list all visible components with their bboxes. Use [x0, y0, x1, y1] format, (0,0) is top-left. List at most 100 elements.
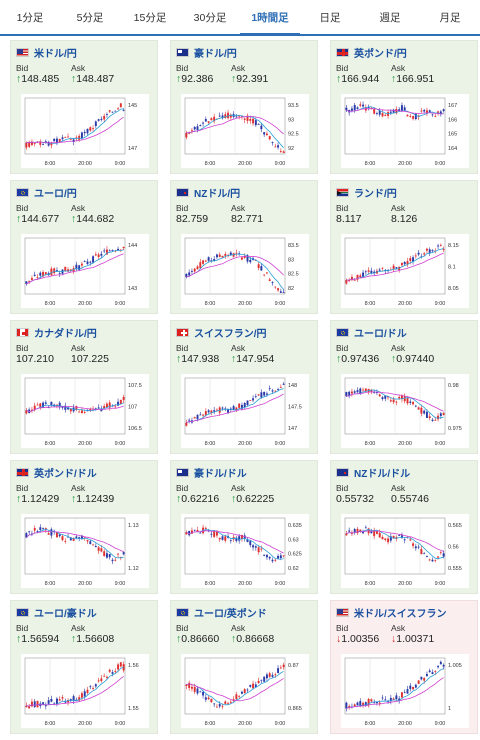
candle	[268, 673, 271, 677]
rate-card[interactable]: 豪ドル/円 Bid Ask ↑92.386 ↑92.391 93.5 93 92.5 92 8:0…	[170, 40, 318, 174]
rate-card[interactable]: 豪ドル/ドル Bid Ask ↑0.62216 ↑0.62225 0.635 0.63 0.6…	[170, 460, 318, 594]
y-tick-label: 165	[448, 132, 457, 138]
tab-7[interactable]: 月足	[439, 12, 461, 24]
rate-card[interactable]: 英ポンド/ドル Bid Ask ↑1.12429 ↑1.12439 1.13 1.12 8:0…	[10, 460, 158, 594]
pair-name[interactable]: ユーロ/豪ドル	[34, 608, 97, 620]
pair-name[interactable]: 英ポンド/円	[354, 48, 407, 60]
rate-card[interactable]: 米ドル/円 Bid Ask ↑148.485 ↑148.487 145 147 8:00 20:…	[10, 40, 158, 174]
tab-1[interactable]: 5分足	[76, 12, 104, 24]
candle	[249, 400, 252, 402]
tab-2[interactable]: 15分足	[133, 12, 167, 24]
candle	[243, 118, 246, 120]
candle	[417, 407, 420, 410]
candle	[103, 115, 106, 120]
candle	[246, 539, 249, 543]
pair-name[interactable]: NZドル/円	[194, 188, 241, 200]
rate-card[interactable]: ユーロ/英ポンド Bid Ask ↑0.86660 ↑0.86668 0.87 0.865 8…	[170, 600, 318, 734]
ask-value: ↓1.00371	[391, 633, 434, 645]
pair-name[interactable]: ユーロ/円	[34, 188, 77, 200]
rate-card[interactable]: ユーロ/ドル Bid Ask ↑0.97436 ↑0.97440 0.98 0.975 8:0…	[330, 320, 478, 454]
pair-name[interactable]: 米ドル/円	[34, 48, 77, 60]
tab-0[interactable]: 1分足	[16, 12, 44, 24]
pair-name[interactable]: カナダドル/円	[34, 328, 97, 340]
pair-name[interactable]: 英ポンド/ドル	[34, 468, 97, 480]
candle	[193, 127, 196, 130]
rate-card[interactable]: NZドル/ドル Bid Ask 0.55732 0.55746 0.565 0.56 0.55…	[330, 460, 478, 594]
card-header: 米ドル/スイスフラン	[336, 605, 447, 620]
chart-container: 167 166 165 164 8:00 20:00 9:00	[341, 94, 469, 168]
tab-5[interactable]: 日足	[319, 12, 341, 24]
rate-card[interactable]: スイスフラン/円 Bid Ask ↑147.938 ↑147.954 148 147.5 14…	[170, 320, 318, 454]
pair-name[interactable]: ユーロ/ドル	[354, 328, 407, 340]
rate-card[interactable]: 英ポンド/円 Bid Ask ↑166.944 ↑166.951 167 166 165 164…	[330, 40, 478, 174]
candle	[50, 699, 53, 702]
candle	[25, 281, 28, 285]
candle	[210, 533, 213, 535]
up-arrow-icon: ↑	[231, 493, 237, 505]
rate-card[interactable]: NZドル/円 Bid Ask 82.759 82.771 83.5 83 82.5 82 8:00…	[170, 180, 318, 314]
pair-name[interactable]: 米ドル/スイスフラン	[354, 608, 447, 620]
flag-icon	[176, 467, 189, 477]
up-arrow-icon: ↑	[71, 493, 77, 505]
flag-icon	[176, 187, 189, 197]
candle	[44, 704, 47, 707]
candle	[92, 544, 95, 546]
tab-4[interactable]: 1時間足	[240, 0, 300, 36]
y-tick-label: 1	[448, 706, 451, 712]
pair-name[interactable]: NZドル/ドル	[354, 468, 411, 480]
pair-name[interactable]: ランド/円	[354, 188, 397, 200]
tab-3[interactable]: 30分足	[193, 12, 227, 24]
candle	[188, 530, 191, 536]
candle	[39, 272, 42, 276]
x-tick-label: 9:00	[115, 301, 126, 307]
chart-background	[341, 374, 469, 448]
pair-name[interactable]: 豪ドル/円	[194, 48, 237, 60]
candle	[398, 109, 401, 112]
price-chart: 93.5 93 92.5 92 8:00 20:00 9:00	[181, 94, 309, 168]
candle	[92, 688, 95, 689]
candle	[359, 275, 362, 277]
pair-name[interactable]: ユーロ/英ポンド	[194, 608, 267, 620]
candle	[414, 684, 417, 688]
up-arrow-icon: ↑	[231, 353, 237, 365]
candle	[367, 270, 370, 272]
candle	[384, 699, 387, 701]
candle	[72, 538, 75, 541]
candle	[86, 689, 89, 693]
candle	[238, 403, 241, 408]
candle	[274, 559, 277, 561]
candle	[370, 531, 373, 534]
card-header: カナダドル/円	[16, 325, 97, 340]
candle	[64, 136, 67, 138]
candle	[246, 689, 249, 691]
tab-6[interactable]: 週足	[379, 12, 401, 24]
price-chart: 1.005 1 8:00 20:00 9:00	[341, 654, 469, 728]
candle	[28, 531, 31, 533]
candle	[25, 705, 28, 708]
card-header: 豪ドル/ドル	[176, 465, 247, 480]
rate-card[interactable]: ランド/円 Bid Ask 8.117 8.126 8.15 8.1 8.05 8:00 20:0…	[330, 180, 478, 314]
pair-name[interactable]: 豪ドル/ドル	[194, 468, 247, 480]
bid-number: 166.944	[341, 73, 380, 85]
pair-name[interactable]: スイスフラン/円	[194, 328, 267, 340]
candle	[254, 396, 257, 398]
ask-number: 0.97440	[396, 353, 435, 365]
candle	[235, 694, 238, 700]
candle	[64, 540, 67, 542]
candle	[111, 111, 114, 113]
rate-card[interactable]: 米ドル/スイスフラン Bid Ask ↓1.00356 ↓1.00371 1.005 1 8:…	[330, 600, 478, 734]
candle	[94, 408, 97, 410]
rate-card[interactable]: ユーロ/円 Bid Ask ↑144.677 ↑144.682 144 143 8:00 20:…	[10, 180, 158, 314]
rate-card[interactable]: カナダドル/円 Bid Ask 107.210 107.225 107.5 107 106.5…	[10, 320, 158, 454]
candle	[378, 394, 381, 397]
candle	[67, 407, 70, 410]
y-tick-label: 92	[288, 146, 294, 152]
x-tick-label: 20:00	[78, 161, 92, 167]
candle	[437, 666, 440, 668]
candle	[434, 559, 437, 561]
candle	[199, 532, 202, 534]
ask-value: ↑92.391	[231, 73, 268, 85]
candle	[50, 268, 53, 276]
ask-label: Ask	[391, 343, 406, 353]
rate-card[interactable]: ユーロ/豪ドル Bid Ask ↑1.56594 ↑1.56608 1.56 1.55 8:0…	[10, 600, 158, 734]
